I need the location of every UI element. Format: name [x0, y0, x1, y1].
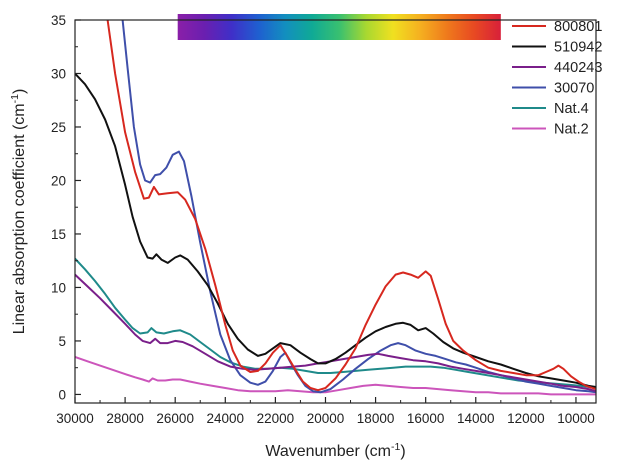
x-tick-label: 14000: [457, 411, 495, 426]
legend-label: 510942: [554, 40, 602, 56]
legend: 800801 510942 440243 30070 Nat.4 Nat.2: [512, 19, 602, 138]
series-line-510942: [75, 72, 596, 388]
series-line-800801: [106, 20, 596, 392]
series-line-nat-2: [75, 356, 596, 396]
y-tick-label: 25: [51, 120, 66, 135]
x-tick-label: 30000: [56, 411, 94, 426]
y-tick-label: 5: [58, 334, 66, 349]
x-axis: 30000 28000 26000 24000 22000 20000 18000 16000…: [56, 397, 595, 426]
legend-label: 30070: [554, 81, 594, 97]
legend-label: Nat.4: [554, 101, 589, 117]
x-tick-label: 20000: [307, 411, 345, 426]
series-line-nat-4: [75, 257, 596, 389]
x-tick-label: 16000: [407, 411, 445, 426]
x-tick-label: 12000: [507, 411, 545, 426]
legend-label: 440243: [554, 60, 602, 76]
legend-label: 800801: [554, 19, 602, 35]
y-tick-label: 20: [51, 173, 66, 188]
y-tick-label: 15: [51, 227, 66, 242]
x-tick-label: 22000: [257, 411, 295, 426]
y-tick-label: 35: [51, 13, 66, 28]
legend-label: Nat.2: [554, 122, 589, 138]
x-tick-label: 24000: [207, 411, 245, 426]
spectrum-color-bar: [177, 14, 501, 40]
y-tick-label: 10: [51, 280, 66, 295]
series-layer: [75, 20, 596, 396]
x-tick-label: 10000: [557, 411, 595, 426]
x-tick-label: 26000: [156, 411, 194, 426]
y-axis-label: Linear absorption coefficient (cm-1): [9, 89, 28, 335]
x-axis-label: Wavenumber (cm-1): [265, 441, 405, 460]
plot-frame: [74, 19, 597, 404]
x-tick-label: 28000: [106, 411, 144, 426]
y-tick-label: 30: [51, 66, 66, 81]
y-axis: 0 5 10 15 20 25 30 35: [51, 13, 81, 402]
x-tick-label: 18000: [357, 411, 395, 426]
y-tick-label: 0: [58, 387, 66, 402]
